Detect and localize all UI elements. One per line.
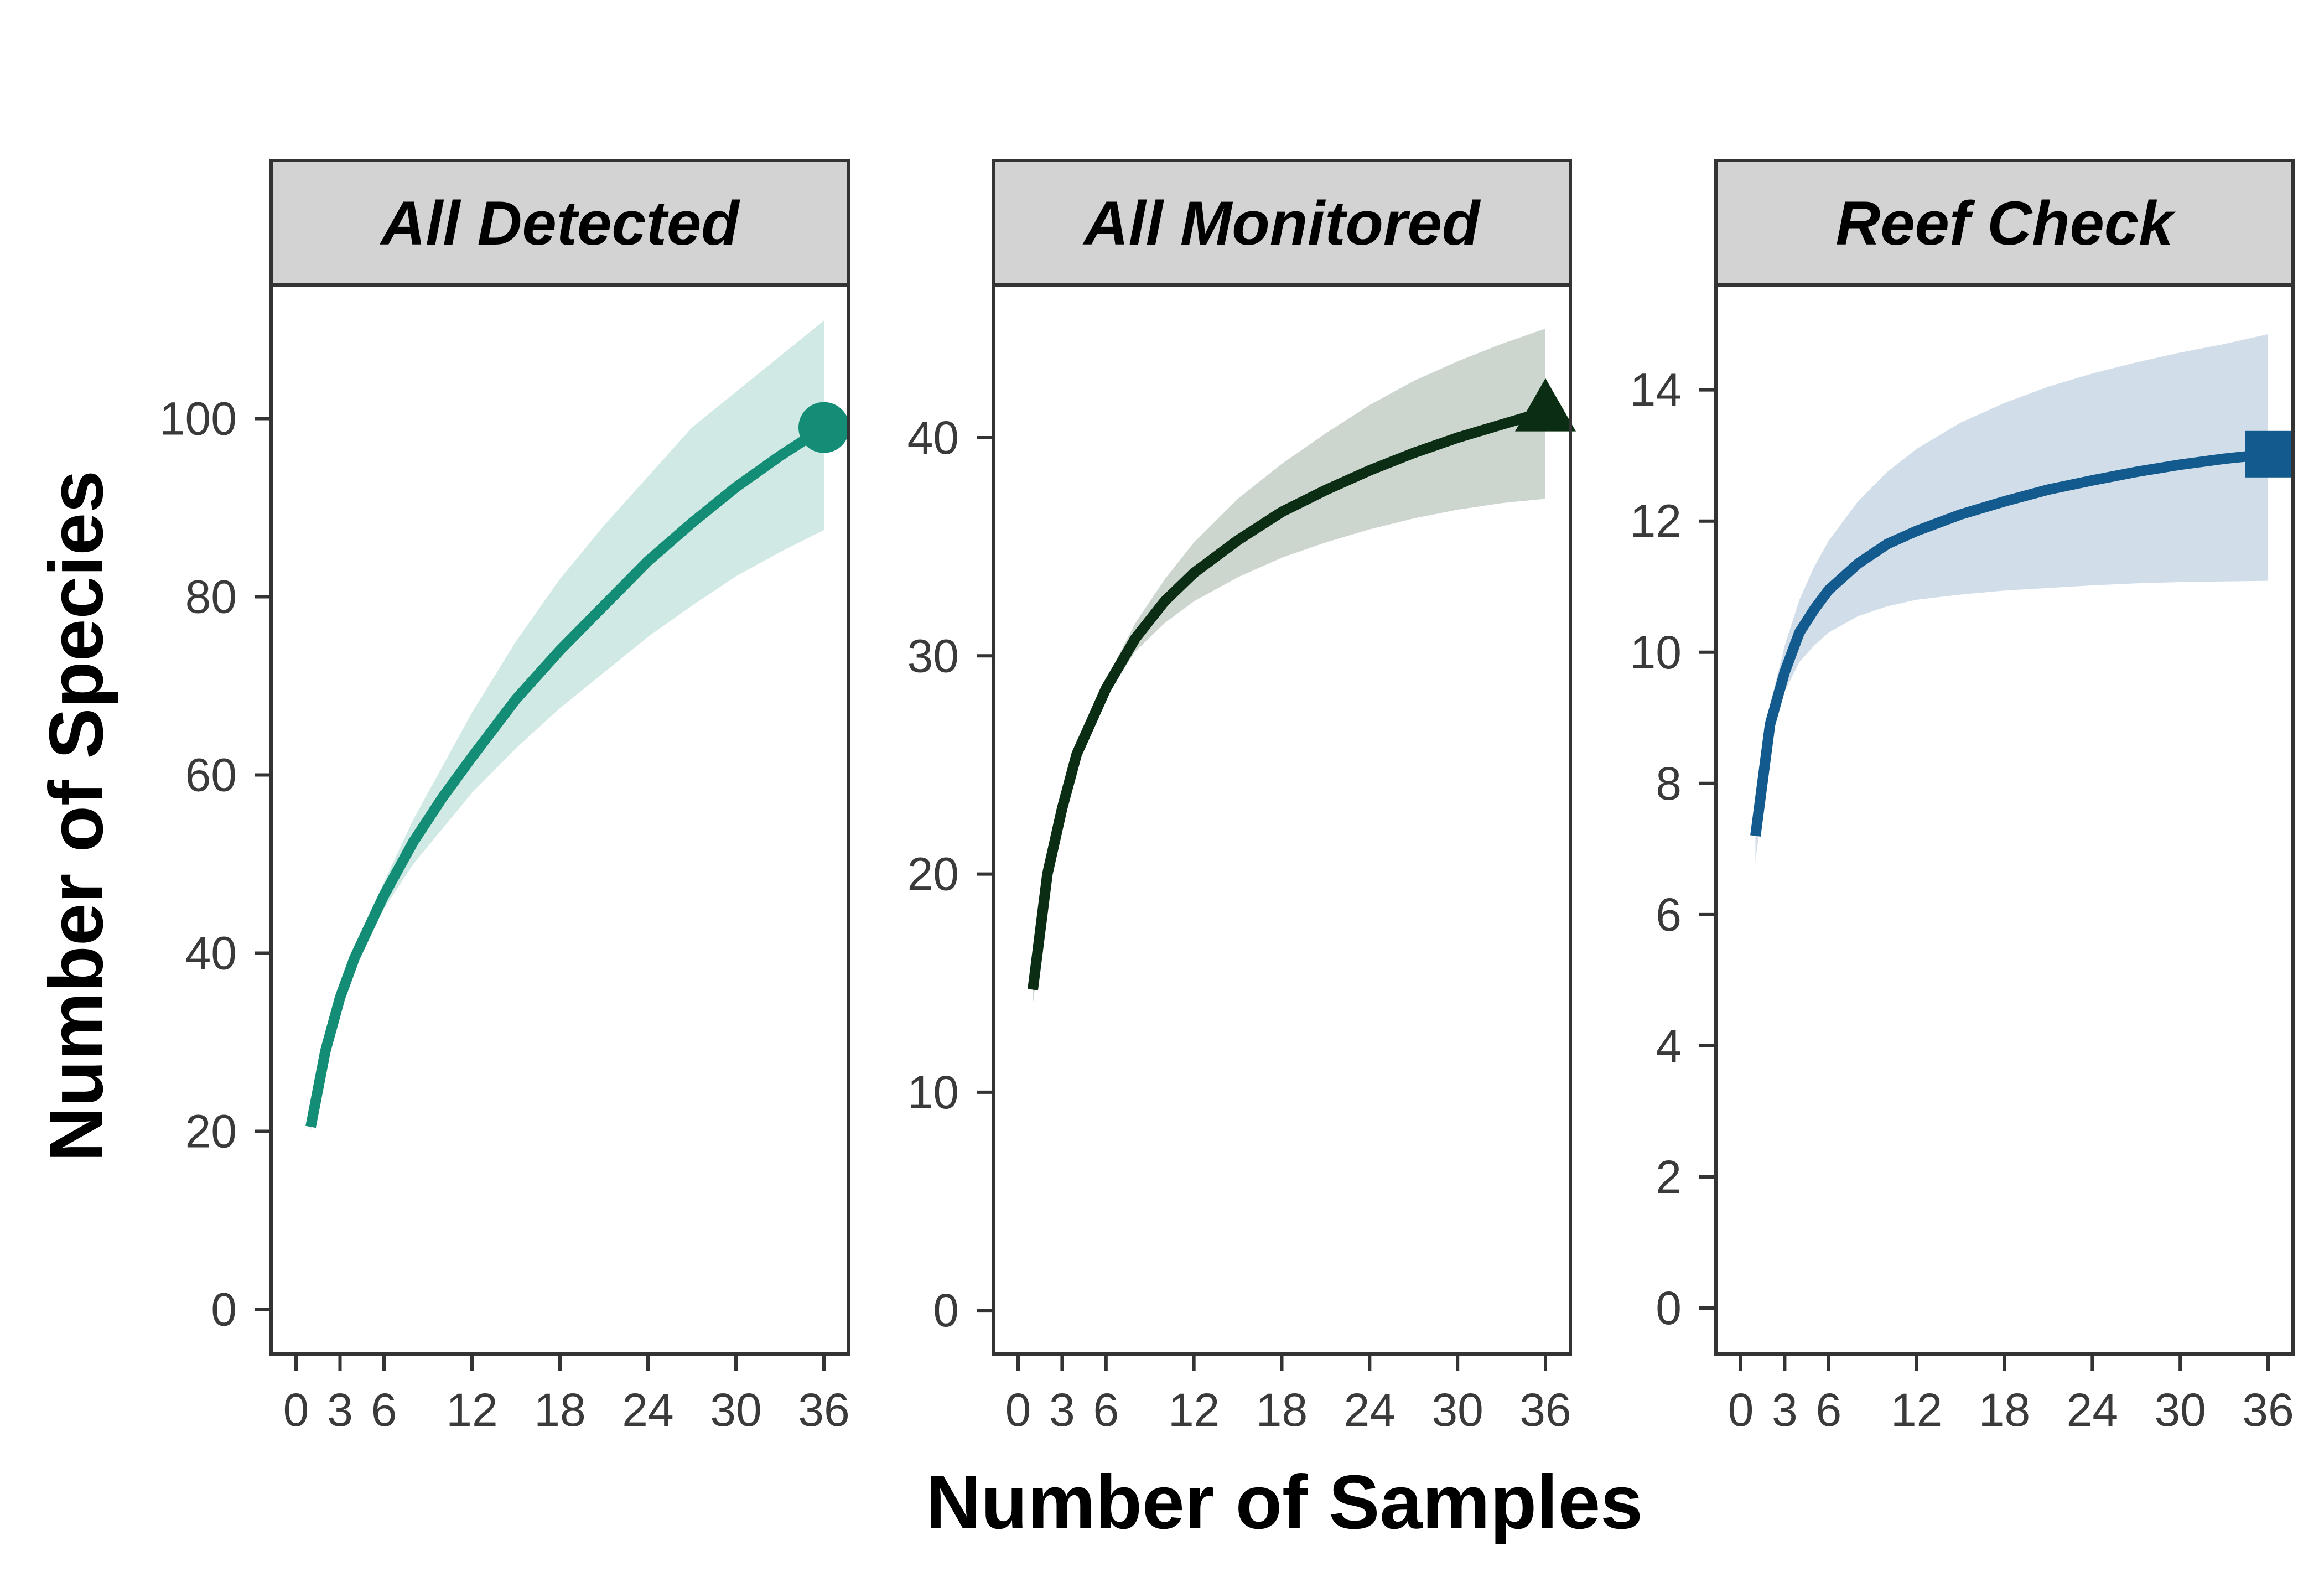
x-tick-label: 0 xyxy=(1005,1384,1031,1436)
x-tick-label: 3 xyxy=(1772,1384,1798,1436)
end-point xyxy=(798,402,849,453)
strip-background xyxy=(992,159,1572,287)
y-tick-label: 4 xyxy=(1656,1020,1682,1072)
y-tick-label: 0 xyxy=(933,1284,959,1336)
confidence-band xyxy=(310,320,824,1132)
x-tick-label: 36 xyxy=(2242,1384,2294,1436)
x-tick-label: 3 xyxy=(327,1384,353,1436)
confidence-band xyxy=(1755,334,2268,862)
y-axis: 0 20 40 60 80 100 xyxy=(159,393,271,1336)
y-tick-label: 12 xyxy=(1630,495,1682,547)
x-tick-label: 18 xyxy=(1979,1384,2030,1436)
y-tick-label: 20 xyxy=(185,1106,237,1158)
x-tick-label: 12 xyxy=(1891,1384,1942,1436)
end-marker xyxy=(798,402,849,453)
rarefaction-curve xyxy=(1028,406,1547,990)
y-tick-label: 20 xyxy=(907,848,959,900)
strip-background xyxy=(269,159,850,287)
y-tick-label: 8 xyxy=(1656,758,1682,810)
y-axis: 0 10 20 30 40 xyxy=(907,412,993,1336)
y-tick-label: 100 xyxy=(159,393,237,445)
y-tick-label: 40 xyxy=(907,412,959,464)
x-axis: 0 3 6 12 18 24 30 36 xyxy=(283,1354,850,1436)
end-point xyxy=(1515,378,1576,432)
y-tick-label: 0 xyxy=(211,1284,237,1336)
rarefaction-curve xyxy=(305,423,827,1128)
confidence-band xyxy=(1033,328,1545,1005)
strip-label: All Monitored xyxy=(1082,189,1481,258)
x-tick-label: 30 xyxy=(1431,1384,1483,1436)
end-marker xyxy=(2245,430,2291,478)
x-tick-label: 0 xyxy=(1728,1384,1754,1436)
x-tick-label: 6 xyxy=(371,1384,397,1436)
y-tick-label: 80 xyxy=(185,571,237,623)
x-tick-label: 24 xyxy=(1344,1384,1396,1436)
x-tick-label: 24 xyxy=(622,1384,673,1436)
x-tick-label: 36 xyxy=(1519,1384,1571,1436)
y-tick-label: 2 xyxy=(1656,1151,1682,1203)
y-tick-label: 10 xyxy=(907,1066,959,1118)
y-tick-label: 0 xyxy=(1656,1282,1682,1334)
y-tick-label: 6 xyxy=(1656,889,1682,941)
y-tick-label: 60 xyxy=(185,749,237,801)
y-tick-label: 10 xyxy=(1630,626,1682,678)
x-axis: 0 3 6 12 18 24 30 36 xyxy=(1005,1354,1571,1436)
x-tick-label: 30 xyxy=(710,1384,761,1436)
x-tick-label: 3 xyxy=(1049,1384,1075,1436)
strip-label: All Detected xyxy=(379,189,740,258)
x-tick-label: 6 xyxy=(1093,1384,1119,1436)
end-point xyxy=(2245,430,2291,478)
x-tick-label: 12 xyxy=(1168,1384,1220,1436)
x-tick-label: 18 xyxy=(534,1384,585,1436)
y-axis-title: Number of Species xyxy=(34,470,119,1162)
x-tick-label: 36 xyxy=(798,1384,849,1436)
x-axis-title: Number of Samples xyxy=(926,1460,1643,1545)
x-tick-label: 12 xyxy=(446,1384,497,1436)
x-tick-label: 30 xyxy=(2154,1384,2206,1436)
end-marker xyxy=(1515,378,1576,432)
y-tick-label: 30 xyxy=(907,630,959,682)
strip-label: Reef Check xyxy=(1835,189,2176,258)
y-tick-label: 40 xyxy=(185,927,237,979)
y-axis: 0 2 4 6 8 10 12 14 xyxy=(1630,364,1716,1334)
x-tick-label: 18 xyxy=(1256,1384,1308,1436)
y-tick-label: 14 xyxy=(1630,364,1682,416)
rarefaction-curve xyxy=(1750,449,2269,837)
x-tick-label: 24 xyxy=(2067,1384,2118,1436)
x-tick-label: 6 xyxy=(1815,1384,1841,1436)
x-axis: 0 3 6 12 18 24 30 36 xyxy=(1728,1354,2294,1436)
x-tick-label: 0 xyxy=(283,1384,309,1436)
